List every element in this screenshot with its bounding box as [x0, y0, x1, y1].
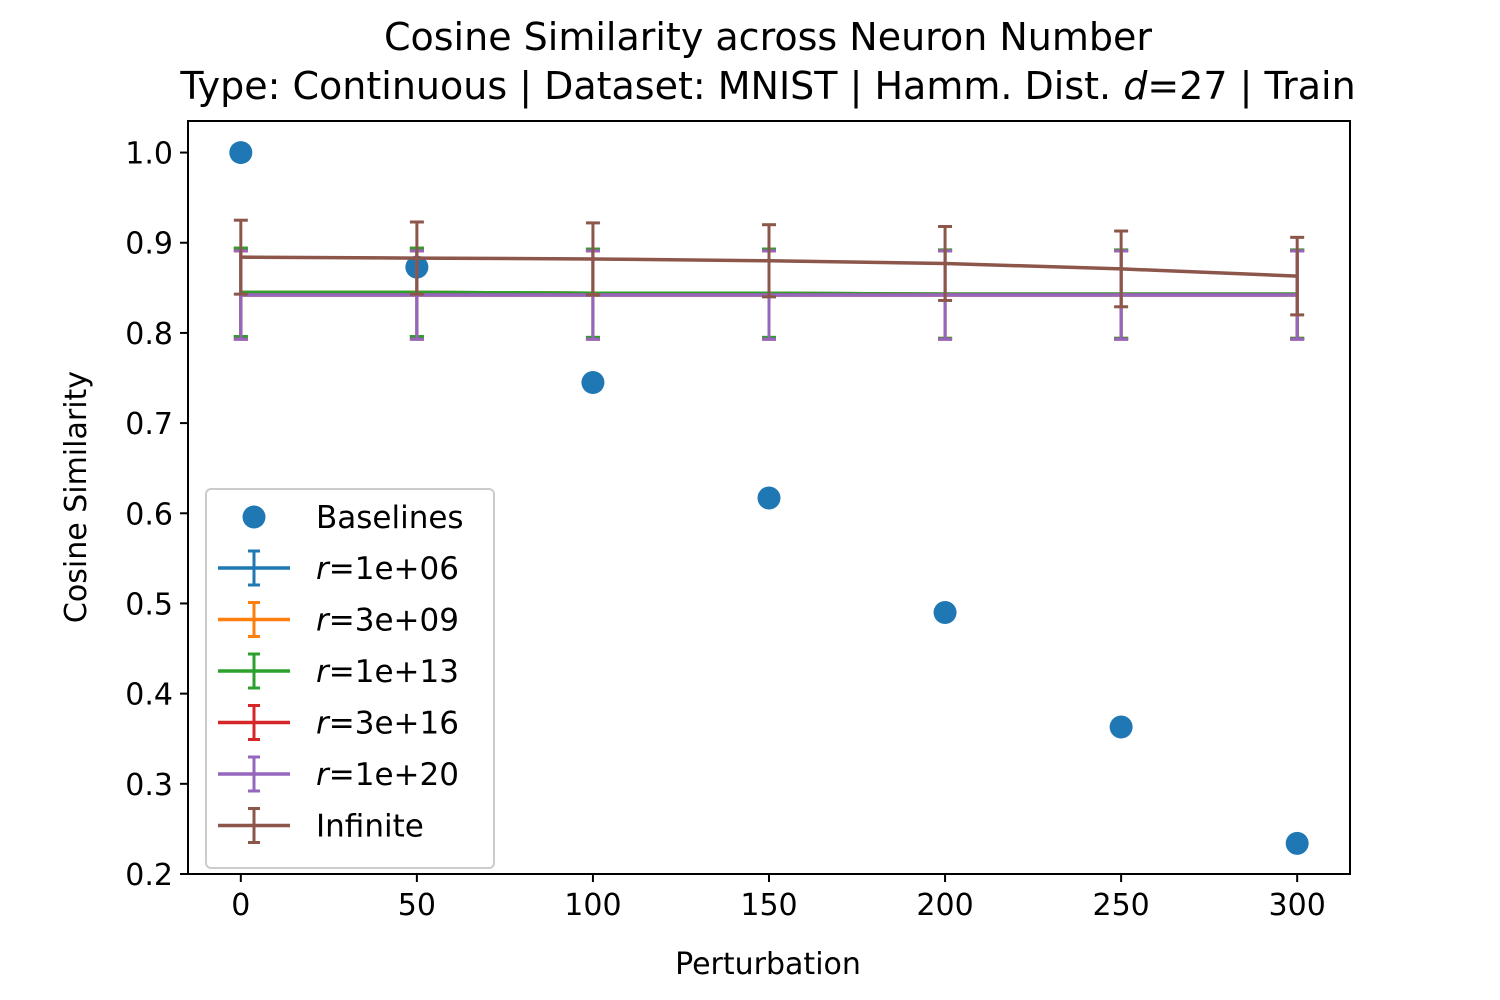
x-tick-label: 200 [916, 888, 973, 923]
y-tick-label: 1.0 [125, 137, 173, 172]
series-6 [233, 218, 1305, 317]
legend-label: r=1e+06 [316, 551, 459, 587]
legend: Baselines r=1e+06 r=3e+09 r=1e+13 r=3e+16 r=1… [205, 488, 495, 869]
y-tick-label: 0.3 [125, 768, 173, 803]
plot-area [187, 120, 1351, 875]
x-axis: 0 50 100 150 200 250 300 [231, 874, 1326, 923]
legend-label: Infinite [316, 809, 424, 845]
baseline-point [581, 371, 605, 395]
x-tick-label: 300 [1269, 888, 1326, 923]
legend-label: r=1e+13 [316, 654, 459, 690]
chart-title: Cosine Similarity across Neuron Number [384, 15, 1152, 59]
y-axis-label: Cosine Similarity [59, 371, 94, 623]
baseline-point [229, 141, 253, 165]
y-tick-label: 0.9 [125, 227, 173, 262]
baseline-point [933, 600, 957, 624]
legend-label: r=1e+20 [316, 757, 459, 793]
legend-label: r=3e+09 [316, 603, 459, 639]
x-axis-label: Perturbation [675, 947, 861, 982]
legend-marker [242, 505, 266, 529]
x-tick-label: 100 [564, 888, 621, 923]
baseline-point [1285, 831, 1309, 855]
y-tick-label: 0.2 [125, 858, 173, 893]
baseline-point [1109, 715, 1133, 739]
y-tick-label: 0.6 [125, 497, 173, 532]
baseline-point [757, 486, 781, 510]
legend-label: Baselines [316, 500, 464, 536]
y-tick-label: 0.8 [125, 317, 173, 352]
baselines-series [229, 141, 1309, 855]
y-tick-label: 0.4 [125, 678, 173, 713]
series-line [240, 255, 1298, 278]
legend-label: r=3e+16 [316, 706, 459, 742]
y-tick-label: 0.7 [125, 407, 173, 442]
x-tick-label: 0 [231, 888, 250, 923]
x-tick-label: 50 [398, 888, 436, 923]
y-axis: 0.2 0.3 0.4 0.5 0.6 0.7 0.8 0.9 1.0 [125, 137, 188, 893]
x-tick-label: 250 [1092, 888, 1149, 923]
chart-subtitle: Type: Continuous | Dataset: MNIST | Hamm… [179, 64, 1355, 109]
x-tick-label: 150 [740, 888, 797, 923]
y-tick-label: 0.5 [125, 587, 173, 622]
